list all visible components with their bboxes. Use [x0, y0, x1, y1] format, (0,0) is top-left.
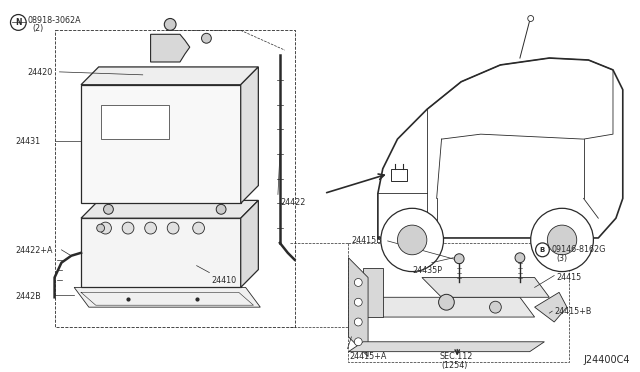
Text: 24422: 24422 [280, 198, 305, 208]
Polygon shape [390, 169, 407, 181]
Polygon shape [241, 67, 259, 203]
Text: 24415: 24415 [556, 273, 581, 282]
Polygon shape [74, 288, 260, 307]
Text: (2): (2) [32, 25, 44, 33]
Circle shape [381, 208, 444, 272]
Text: (3): (3) [556, 254, 567, 263]
Circle shape [216, 204, 226, 214]
Circle shape [355, 318, 362, 326]
Circle shape [145, 222, 156, 234]
Circle shape [547, 225, 577, 255]
Text: 24422+A: 24422+A [15, 246, 53, 255]
Text: 24420: 24420 [27, 68, 52, 77]
Circle shape [10, 15, 26, 31]
Text: 24415+A: 24415+A [349, 352, 387, 361]
Circle shape [164, 19, 176, 31]
Circle shape [531, 208, 593, 272]
Circle shape [528, 16, 534, 22]
Text: (1254): (1254) [442, 360, 468, 369]
Polygon shape [150, 34, 190, 62]
Text: B: B [540, 247, 545, 253]
Text: 24431: 24431 [15, 137, 40, 146]
Circle shape [438, 294, 454, 310]
Polygon shape [81, 201, 259, 218]
Text: 24410: 24410 [211, 276, 236, 285]
Text: 24415+B: 24415+B [554, 307, 591, 316]
Polygon shape [348, 258, 368, 357]
Polygon shape [100, 105, 169, 139]
Circle shape [97, 224, 104, 232]
Circle shape [104, 204, 113, 214]
Text: SEC.112: SEC.112 [440, 352, 473, 361]
Circle shape [515, 253, 525, 263]
Circle shape [490, 301, 501, 313]
Polygon shape [81, 67, 259, 85]
Circle shape [536, 243, 549, 257]
Polygon shape [422, 278, 549, 297]
Polygon shape [81, 218, 241, 288]
Circle shape [397, 225, 427, 255]
Circle shape [355, 298, 362, 306]
Circle shape [454, 254, 464, 264]
Polygon shape [241, 201, 259, 288]
Text: 08918-3062A: 08918-3062A [27, 16, 81, 25]
Circle shape [202, 33, 211, 43]
Text: 24435P: 24435P [412, 266, 442, 275]
Polygon shape [534, 292, 567, 322]
Circle shape [193, 222, 204, 234]
Polygon shape [363, 297, 534, 317]
Text: 2442B: 2442B [15, 292, 41, 301]
Text: 09146-8162G: 09146-8162G [551, 245, 605, 254]
Circle shape [167, 222, 179, 234]
Circle shape [355, 338, 362, 346]
Circle shape [100, 222, 111, 234]
Text: 24415B: 24415B [351, 236, 382, 245]
Circle shape [355, 279, 362, 286]
Text: J24400C4: J24400C4 [584, 355, 630, 365]
Text: N: N [15, 18, 22, 27]
Polygon shape [81, 85, 241, 203]
Polygon shape [363, 267, 383, 317]
Polygon shape [348, 342, 545, 352]
Circle shape [122, 222, 134, 234]
